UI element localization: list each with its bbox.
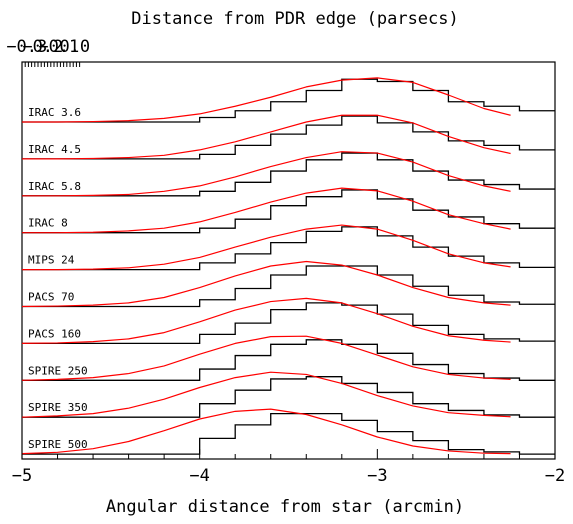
model-profile [21,371,511,418]
bottom-tick-label: −5 [12,466,32,486]
top-tick-label: −0.1 [38,37,79,57]
ticks-layer: −5 −4 −3 −2 −0.3−0.2−0.10.0 [6,37,565,486]
bottom-tick-label: −4 [189,466,209,486]
bottom-tick-label: −3 [367,466,387,486]
model-profile [22,187,511,234]
model-profile [22,77,511,123]
series-irac-4-5: IRAC 4.5 [22,114,555,160]
series-label: MIPS 24 [28,254,75,267]
observed-profile [22,339,555,381]
observed-profile [22,78,555,123]
series-irac-5-8: IRAC 5.8 [22,151,555,197]
series-spire-350: SPIRE 350 [21,371,555,418]
top-axis-title: Distance from PDR edge (parsecs) [131,9,459,29]
plot-border [21,61,556,460]
observed-profile [22,115,555,160]
bottom-tick-label: −2 [545,466,565,486]
series-spire-500: SPIRE 500 [21,408,555,455]
model-profile [21,335,511,381]
series-label: IRAC 3.6 [28,106,81,119]
series-irac-8: IRAC 8 [22,187,555,234]
series-label: SPIRE 350 [28,401,88,414]
observed-profile [22,152,555,197]
series-pacs-160: PACS 160 [21,297,555,345]
model-profile [21,260,511,308]
model-profile [22,151,511,197]
model-profile [21,297,511,344]
series-irac-3-6: IRAC 3.6 [22,77,555,123]
series-pacs-70: PACS 70 [21,260,555,308]
series-label: PACS 70 [28,291,74,304]
series-label: IRAC 4.5 [28,143,81,156]
series-label: SPIRE 250 [28,364,88,377]
series-label: PACS 160 [28,327,81,340]
model-profile [22,114,511,160]
observed-profile [22,412,555,455]
model-profile [21,408,511,455]
series-spire-250: SPIRE 250 [21,335,555,381]
plot-frame [21,61,556,460]
observed-profile [22,376,555,418]
top-tick-label: −0.3 [6,37,47,57]
observed-profile [22,302,555,345]
series-label: IRAC 5.8 [28,180,81,193]
observed-profile [22,265,555,308]
model-profile [22,224,511,271]
series-label: IRAC 8 [28,217,68,230]
top-tick-label: −0.2 [22,37,63,57]
top-tick-label: 0.0 [59,37,90,57]
bottom-axis-title: Angular distance from star (arcmin) [106,497,464,517]
series-layer: IRAC 3.6 IRAC 4.5 IRAC 5.8 IRAC 8 MIPS 24 PAC… [21,77,555,455]
series-mips-24: MIPS 24 [22,224,555,271]
series-label: SPIRE 500 [28,438,88,451]
